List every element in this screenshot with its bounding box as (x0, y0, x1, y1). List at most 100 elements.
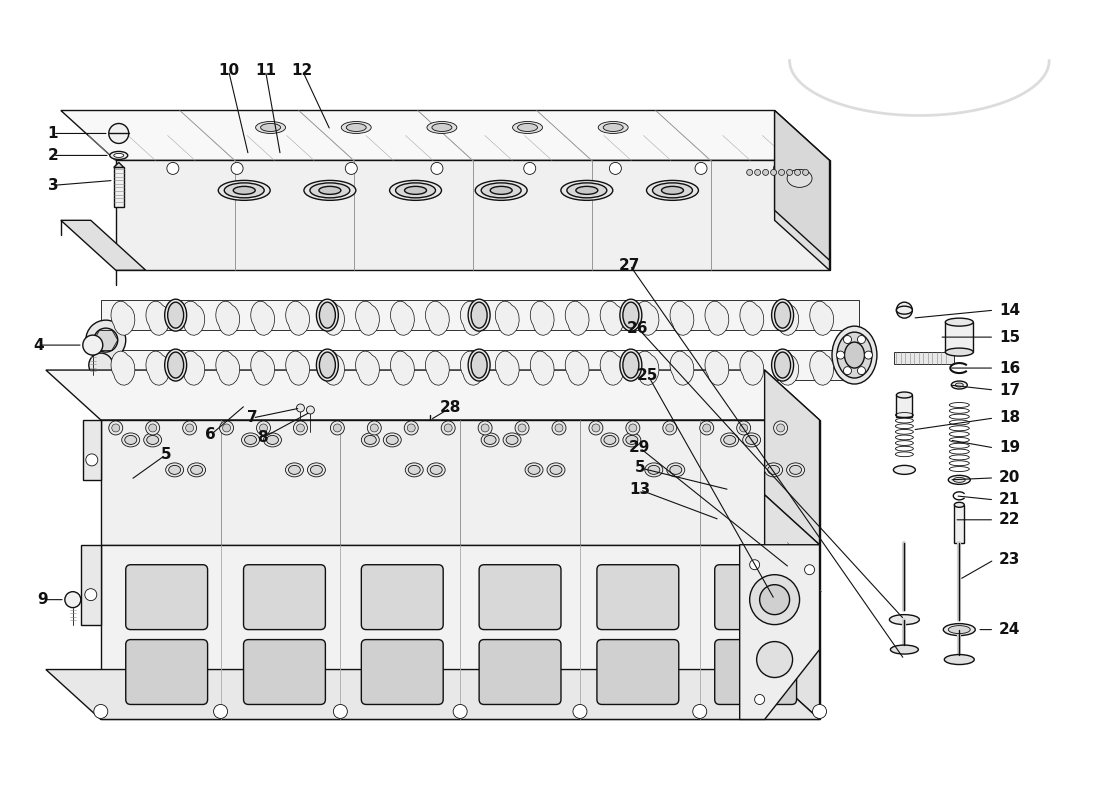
Text: 7: 7 (248, 410, 257, 426)
FancyBboxPatch shape (243, 639, 326, 705)
Text: 4: 4 (34, 338, 44, 353)
Circle shape (700, 421, 714, 435)
Bar (101, 300, 859, 330)
Ellipse shape (896, 306, 912, 314)
Ellipse shape (430, 466, 442, 474)
Circle shape (220, 421, 233, 435)
Circle shape (773, 162, 785, 174)
Ellipse shape (525, 463, 543, 477)
Text: 23: 23 (999, 552, 1021, 567)
Ellipse shape (623, 433, 641, 447)
Ellipse shape (432, 123, 452, 131)
Text: 5: 5 (161, 447, 170, 462)
Circle shape (779, 170, 784, 175)
Ellipse shape (146, 435, 158, 445)
Text: 8: 8 (257, 430, 267, 446)
Ellipse shape (774, 352, 791, 378)
Circle shape (858, 366, 866, 374)
Text: 24: 24 (999, 622, 1021, 637)
Ellipse shape (667, 463, 685, 477)
Polygon shape (60, 110, 829, 161)
Polygon shape (601, 351, 624, 386)
Circle shape (109, 421, 123, 435)
Ellipse shape (774, 302, 791, 328)
Ellipse shape (945, 318, 974, 326)
Ellipse shape (491, 186, 513, 194)
Polygon shape (390, 351, 415, 386)
Text: 21: 21 (999, 492, 1021, 507)
Ellipse shape (188, 463, 206, 477)
Ellipse shape (475, 180, 527, 200)
Circle shape (86, 454, 98, 466)
Ellipse shape (724, 435, 736, 445)
Ellipse shape (648, 466, 660, 474)
Circle shape (556, 424, 563, 432)
Ellipse shape (261, 123, 280, 131)
Circle shape (786, 170, 793, 175)
Circle shape (771, 170, 777, 175)
FancyBboxPatch shape (715, 639, 796, 705)
Circle shape (552, 421, 567, 435)
Circle shape (407, 424, 415, 432)
Text: 28: 28 (440, 401, 461, 415)
Ellipse shape (506, 435, 518, 445)
Ellipse shape (623, 352, 639, 378)
Circle shape (757, 642, 793, 678)
Ellipse shape (670, 466, 682, 474)
Polygon shape (774, 301, 799, 335)
Text: 17: 17 (999, 382, 1021, 398)
Ellipse shape (286, 463, 304, 477)
Ellipse shape (310, 183, 350, 198)
Polygon shape (82, 420, 101, 480)
Circle shape (588, 421, 603, 435)
Polygon shape (426, 351, 449, 386)
Circle shape (112, 424, 120, 432)
Polygon shape (46, 670, 820, 719)
Polygon shape (530, 301, 554, 335)
Circle shape (760, 585, 790, 614)
Ellipse shape (168, 466, 180, 474)
FancyBboxPatch shape (243, 565, 326, 630)
Ellipse shape (944, 624, 976, 635)
Text: 14: 14 (999, 302, 1021, 318)
Circle shape (89, 353, 113, 377)
Circle shape (183, 421, 197, 435)
Ellipse shape (405, 463, 424, 477)
Circle shape (739, 424, 748, 432)
Ellipse shape (503, 433, 521, 447)
Polygon shape (774, 351, 799, 386)
Circle shape (148, 424, 156, 432)
Ellipse shape (319, 186, 341, 194)
Ellipse shape (165, 299, 187, 331)
Polygon shape (461, 351, 484, 386)
Circle shape (330, 421, 344, 435)
Ellipse shape (288, 466, 300, 474)
Circle shape (663, 421, 676, 435)
Circle shape (294, 421, 307, 435)
Circle shape (703, 424, 711, 432)
Polygon shape (355, 351, 380, 386)
Text: 26: 26 (627, 321, 649, 336)
Polygon shape (764, 495, 820, 719)
Bar (945, 322, 974, 352)
Ellipse shape (623, 302, 639, 328)
Text: 13: 13 (629, 482, 650, 498)
Ellipse shape (341, 122, 371, 134)
Circle shape (296, 404, 305, 412)
Circle shape (844, 366, 851, 374)
Polygon shape (565, 301, 590, 335)
Ellipse shape (346, 123, 366, 131)
Circle shape (695, 162, 707, 174)
Text: eurospares: eurospares (541, 297, 698, 324)
Polygon shape (565, 351, 590, 386)
Polygon shape (670, 351, 694, 386)
Circle shape (626, 421, 640, 435)
Ellipse shape (837, 332, 872, 378)
Circle shape (444, 424, 452, 432)
Polygon shape (116, 161, 829, 270)
Ellipse shape (484, 435, 496, 445)
Text: 11: 11 (255, 63, 276, 78)
Circle shape (794, 170, 801, 175)
Ellipse shape (764, 463, 782, 477)
Ellipse shape (890, 645, 918, 654)
